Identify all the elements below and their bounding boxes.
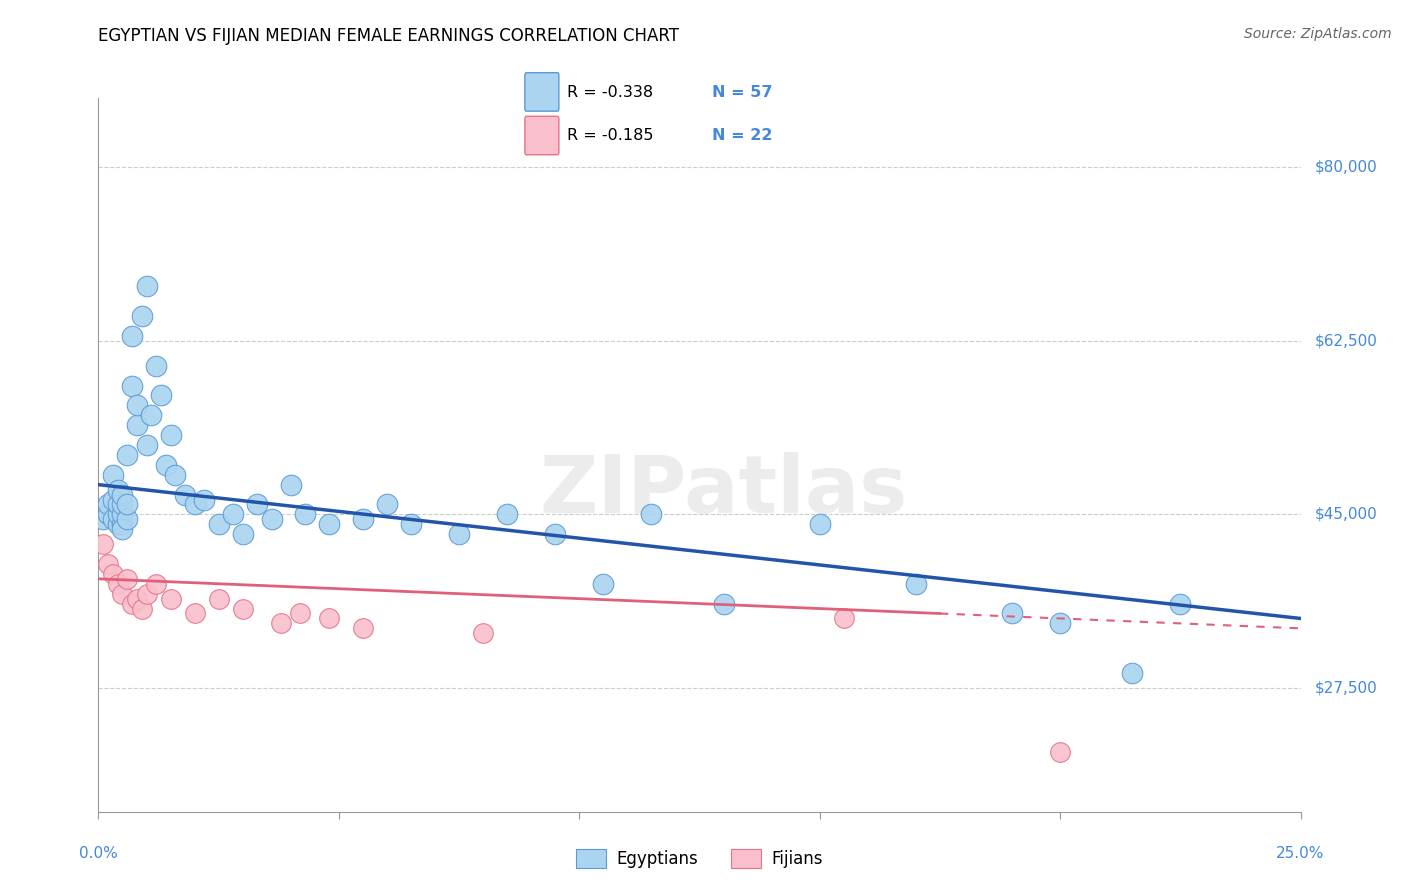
Point <box>174 487 197 501</box>
Point <box>141 409 163 423</box>
Point <box>165 467 187 482</box>
Point <box>135 587 157 601</box>
Text: 0.0%: 0.0% <box>79 847 118 862</box>
Point <box>544 527 567 541</box>
Point <box>107 517 129 532</box>
Point <box>135 279 157 293</box>
Legend: Egyptians, Fijians: Egyptians, Fijians <box>569 842 830 875</box>
Point <box>713 597 735 611</box>
Point <box>1049 616 1071 631</box>
Point <box>125 398 148 412</box>
Point <box>232 601 254 615</box>
Point <box>183 498 205 512</box>
Point <box>246 498 269 512</box>
Point <box>290 607 312 621</box>
Point <box>318 517 340 532</box>
Point <box>131 601 153 615</box>
Point <box>208 591 231 606</box>
Point <box>117 512 139 526</box>
Text: Source: ZipAtlas.com: Source: ZipAtlas.com <box>1244 27 1392 41</box>
Point <box>117 572 139 586</box>
Text: ZIPatlas: ZIPatlas <box>540 451 908 530</box>
Point <box>904 576 927 591</box>
Point <box>97 557 120 571</box>
Point <box>107 498 129 512</box>
FancyBboxPatch shape <box>524 116 560 155</box>
Point <box>280 477 302 491</box>
Text: EGYPTIAN VS FIJIAN MEDIAN FEMALE EARNINGS CORRELATION CHART: EGYPTIAN VS FIJIAN MEDIAN FEMALE EARNING… <box>98 27 679 45</box>
Point <box>149 388 172 402</box>
Point <box>111 508 134 522</box>
Text: $27,500: $27,500 <box>1315 681 1378 696</box>
Point <box>125 591 148 606</box>
Point <box>352 621 374 635</box>
Point <box>111 522 134 536</box>
Point <box>832 611 855 625</box>
Text: R = -0.185: R = -0.185 <box>567 128 654 144</box>
Point <box>107 508 129 522</box>
Point <box>107 483 129 497</box>
Point <box>111 517 134 532</box>
Point <box>117 498 139 512</box>
Point <box>135 438 157 452</box>
Point <box>472 626 495 640</box>
Point <box>159 591 181 606</box>
Point <box>145 576 167 591</box>
Point <box>208 517 231 532</box>
Text: N = 57: N = 57 <box>711 85 772 100</box>
Point <box>1121 665 1143 680</box>
Point <box>375 498 398 512</box>
Text: R = -0.338: R = -0.338 <box>567 85 652 100</box>
Point <box>121 597 143 611</box>
Point <box>111 587 134 601</box>
Point <box>592 576 614 591</box>
Point <box>101 512 124 526</box>
Point <box>111 498 134 512</box>
Point <box>260 512 283 526</box>
Point <box>183 607 205 621</box>
Text: $45,000: $45,000 <box>1315 507 1378 522</box>
Point <box>121 378 143 392</box>
Point <box>640 508 662 522</box>
Point <box>111 487 134 501</box>
Point <box>145 359 167 373</box>
Point <box>131 309 153 323</box>
Text: $80,000: $80,000 <box>1315 160 1378 175</box>
Point <box>1170 597 1192 611</box>
Point <box>91 537 114 551</box>
Point <box>496 508 519 522</box>
Point <box>399 517 422 532</box>
Point <box>193 492 215 507</box>
Point <box>232 527 254 541</box>
Point <box>808 517 831 532</box>
Point <box>294 508 316 522</box>
Point <box>117 448 139 462</box>
Point <box>97 508 120 522</box>
Text: N = 22: N = 22 <box>711 128 772 144</box>
Point <box>101 467 124 482</box>
Point <box>222 508 245 522</box>
FancyBboxPatch shape <box>524 73 560 112</box>
Point <box>159 428 181 442</box>
Point <box>318 611 340 625</box>
Point <box>447 527 470 541</box>
Point <box>1049 745 1071 759</box>
Text: 25.0%: 25.0% <box>1277 847 1324 862</box>
Point <box>97 498 120 512</box>
Point <box>121 329 143 343</box>
Point <box>1001 607 1024 621</box>
Point <box>91 512 114 526</box>
Point <box>125 418 148 433</box>
Text: $62,500: $62,500 <box>1315 334 1378 349</box>
Point <box>101 492 124 507</box>
Point <box>107 576 129 591</box>
Point <box>155 458 177 472</box>
Point <box>270 616 292 631</box>
Point <box>101 566 124 581</box>
Point <box>352 512 374 526</box>
